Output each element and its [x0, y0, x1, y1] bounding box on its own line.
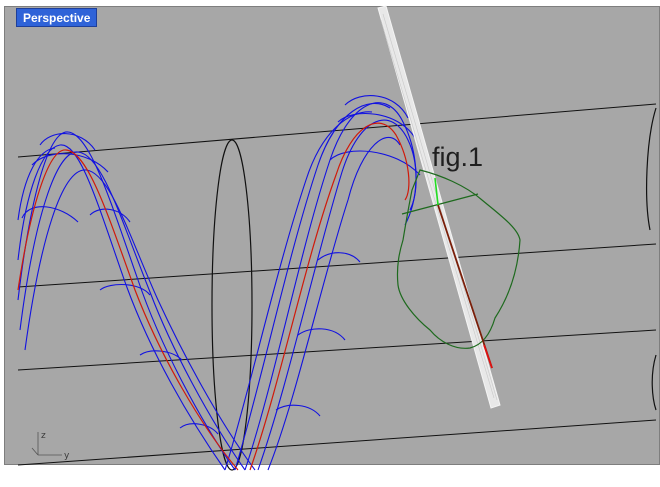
helix-tube-wireframe — [17, 95, 421, 471]
section-profile-chord — [401, 193, 479, 215]
edge-circle-right — [646, 107, 657, 231]
tube-isocurve — [19, 151, 246, 471]
tube-section — [329, 150, 421, 176]
tube-section — [317, 252, 361, 263]
tube-section — [89, 208, 131, 223]
tube-section — [21, 206, 79, 223]
axis-y-label: y — [64, 451, 70, 461]
section-profile-curve — [396, 169, 521, 349]
axis-gizmo — [31, 432, 62, 456]
tube-section — [344, 95, 409, 119]
tube-isocurve — [17, 131, 236, 471]
tube-isocurve — [17, 144, 226, 471]
plane-hatch-line — [382, 13, 498, 401]
section-axis-green — [434, 177, 439, 206]
figure-annotation: fig.1 — [432, 142, 483, 172]
edge-circle — [211, 139, 253, 471]
tube-section — [39, 133, 96, 151]
tube-section — [99, 284, 151, 296]
plane-hatch-line — [380, 19, 495, 399]
tube-section — [337, 112, 416, 139]
reference-line — [17, 329, 657, 371]
tube-section — [31, 153, 109, 173]
helix-rail-curve — [17, 122, 410, 471]
plane-rail-curve — [437, 204, 493, 369]
axis-x-line — [31, 447, 39, 456]
edge-circle-right-lower — [651, 354, 657, 411]
tube-section — [139, 350, 183, 361]
reference-line — [17, 103, 657, 158]
tube-section — [179, 423, 219, 435]
plane-rail-tip — [483, 344, 493, 369]
tube-isocurve — [257, 119, 417, 471]
viewport-title-tab[interactable]: Perspective — [16, 8, 98, 27]
viewport-background[interactable] — [4, 6, 660, 465]
tube-section — [297, 328, 346, 341]
tube-isocurve — [234, 103, 391, 471]
tube-isocurve — [267, 136, 401, 471]
section-plane-hatch — [380, 13, 498, 401]
tube-isocurve — [244, 102, 417, 471]
reference-line — [17, 419, 657, 466]
tube-isocurve — [17, 147, 56, 221]
tube-section — [275, 404, 321, 417]
tube-isocurve — [224, 111, 373, 471]
axis-z-label: z — [41, 431, 46, 441]
